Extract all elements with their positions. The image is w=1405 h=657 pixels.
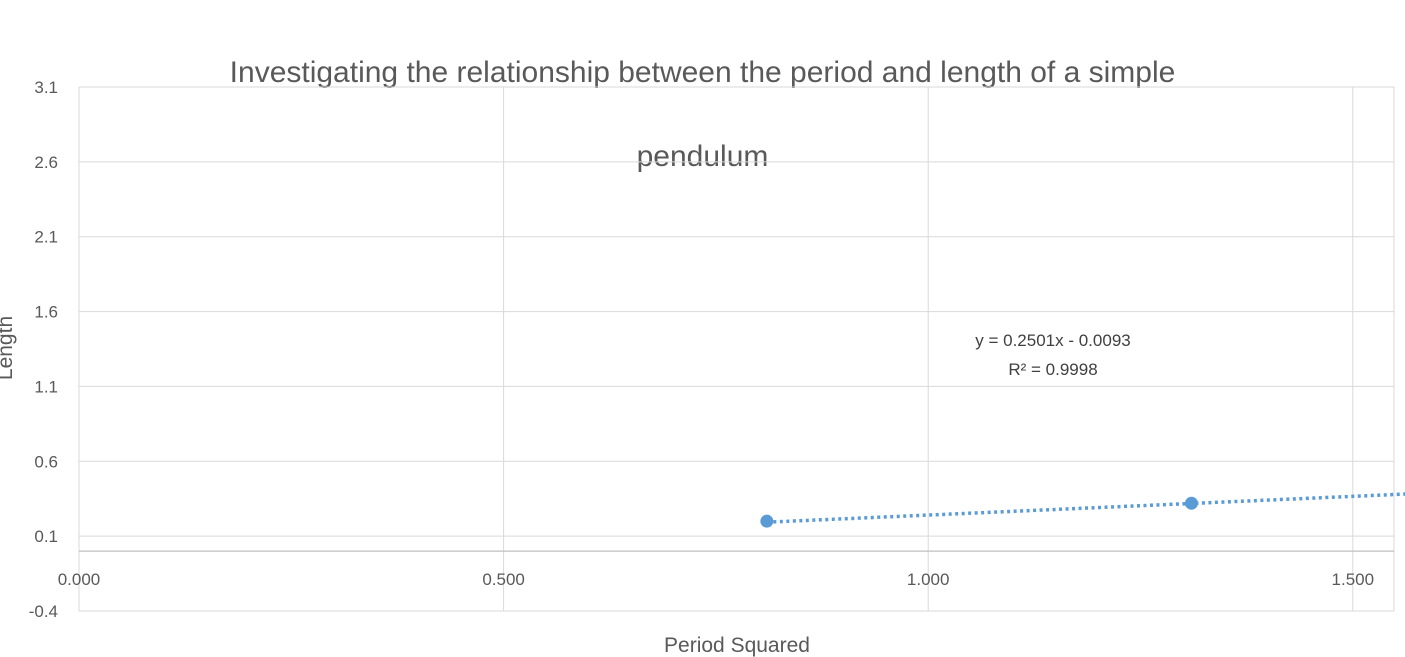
y-tick-label: 2.6 (34, 153, 58, 172)
horizontal-gridlines (78, 86, 1394, 612)
x-tick-label: 1.000 (907, 570, 950, 589)
trendline-r-squared: R² = 0.9998 (1008, 360, 1097, 379)
y-tick-label: -0.4 (29, 602, 58, 621)
data-points (760, 496, 1198, 528)
trendline (766, 492, 1405, 524)
trendline-equation: y = 0.2501x - 0.0093 (975, 331, 1130, 350)
y-tick-label: 1.1 (34, 377, 58, 396)
x-tick-label: 0.000 (58, 570, 101, 589)
x-tick-label: 0.500 (482, 570, 525, 589)
data-point (760, 514, 774, 528)
y-tick-label: 0.1 (34, 527, 58, 546)
y-axis-label: Length (0, 316, 17, 380)
chart-title-line-1: Investigating the relationship between t… (229, 56, 1176, 89)
y-tick-label: 0.6 (34, 452, 58, 471)
vertical-gridlines (503, 87, 1395, 611)
y-tick-label: 3.1 (34, 78, 58, 97)
trendline-group (766, 492, 1405, 524)
x-axis-label: Period Squared (664, 634, 810, 657)
x-tick-label: 1.500 (1332, 570, 1375, 589)
chart-title-line-2: pendulum (636, 140, 769, 173)
data-point (1184, 496, 1198, 510)
chart-title: Investigating the relationship between t… (0, 10, 1405, 220)
y-tick-label: 1.6 (34, 303, 58, 322)
y-tick-labels: -0.4 0.1 0.6 1.1 1.6 2.1 2.6 3.1 (29, 78, 58, 621)
y-tick-label: 2.1 (34, 228, 58, 247)
